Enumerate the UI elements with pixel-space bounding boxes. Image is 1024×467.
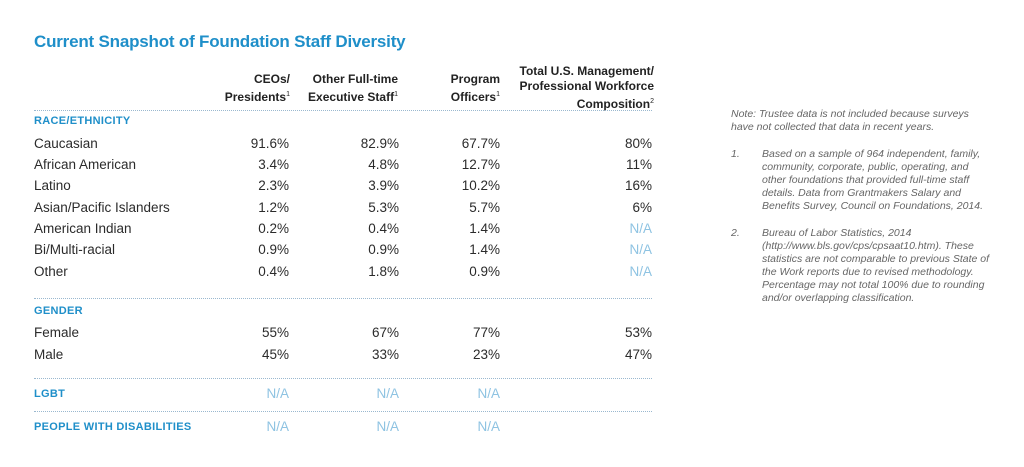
footnote-marker: 1	[496, 91, 500, 98]
cell-value: 5.7%	[469, 200, 500, 215]
cell-value: 67.7%	[461, 136, 500, 151]
cell-value: 91.6%	[250, 136, 289, 151]
footnote-text: Bureau of Labor Statistics, 2014 (http:/…	[762, 227, 990, 304]
cell-value: 0.9%	[469, 264, 500, 279]
cell-value-na: N/A	[266, 386, 289, 401]
row-label: African American	[34, 157, 137, 172]
table-row-disabilities: PEOPLE WITH DISABILITIES N/A N/A N/A	[34, 419, 652, 439]
cell-value-na: N/A	[376, 386, 399, 401]
table-row: African American 3.4% 4.8% 12.7% 11%	[34, 157, 652, 178]
section-heading-race: RACE/ETHNICITY	[34, 115, 131, 127]
footnote: 2. Bureau of Labor Statistics, 2014 (htt…	[731, 227, 993, 305]
column-header-line: Presidents	[224, 90, 287, 104]
column-header-line: Other Full-time	[312, 72, 398, 86]
cell-value-na: N/A	[477, 386, 500, 401]
cell-value-na: N/A	[629, 264, 652, 279]
notes-panel: Note: Trustee data is not included becau…	[731, 108, 993, 305]
table-row: Latino 2.3% 3.9% 10.2% 16%	[34, 178, 652, 199]
cell-value: 2.3%	[258, 178, 289, 193]
cell-value-na: N/A	[266, 419, 289, 434]
row-label: Bi/Multi-racial	[34, 242, 116, 257]
footnote-marker: 1	[394, 91, 398, 98]
column-header-line: CEOs/	[253, 72, 290, 86]
row-label: Male	[34, 347, 64, 362]
cell-value-na: N/A	[629, 242, 652, 257]
cell-value: 11%	[625, 157, 652, 172]
cell-value: 1.2%	[258, 200, 289, 215]
cell-value: 0.9%	[258, 242, 289, 257]
page-title: Current Snapshot of Foundation Staff Div…	[34, 32, 406, 51]
cell-value: 1.8%	[368, 264, 399, 279]
table-row: Asian/Pacific Islanders 1.2% 5.3% 5.7% 6…	[34, 200, 652, 221]
cell-value: 3.9%	[368, 178, 399, 193]
cell-value: 16%	[624, 178, 652, 193]
row-label: PEOPLE WITH DISABILITIES	[34, 421, 192, 433]
cell-value: 1.4%	[469, 242, 500, 257]
cell-value-na: N/A	[477, 419, 500, 434]
cell-value: 1.4%	[469, 221, 500, 236]
divider	[34, 298, 652, 299]
cell-value: 53%	[624, 325, 652, 340]
column-header-line: Composition	[576, 97, 651, 111]
cell-value: 6%	[632, 200, 652, 215]
cell-value: 82.9%	[360, 136, 399, 151]
divider	[34, 378, 652, 379]
divider	[34, 110, 652, 111]
cell-value: 55%	[261, 325, 289, 340]
cell-value: 0.4%	[368, 221, 399, 236]
table-row-lgbt: LGBT N/A N/A N/A	[34, 386, 652, 406]
cell-value: 77%	[472, 325, 500, 340]
cell-value: 4.8%	[368, 157, 399, 172]
cell-value: 67%	[371, 325, 399, 340]
table-row: Bi/Multi-racial 0.9% 0.9% 1.4% N/A	[34, 242, 652, 263]
cell-value: 47%	[624, 347, 652, 362]
row-label: Asian/Pacific Islanders	[34, 200, 170, 215]
column-header-workforce: Total U.S. Management/ Professional Work…	[482, 64, 654, 112]
cell-value: 3.4%	[258, 157, 289, 172]
table-row: American Indian 0.2% 0.4% 1.4% N/A	[34, 221, 652, 242]
column-header-line: Total U.S. Management/	[519, 64, 654, 78]
row-label: American Indian	[34, 221, 132, 236]
column-header-line: Professional Workforce	[519, 79, 654, 93]
cell-value: 33%	[371, 347, 399, 362]
table-row: Male 45% 33% 23% 47%	[34, 347, 652, 368]
cell-value-na: N/A	[376, 419, 399, 434]
row-label: Latino	[34, 178, 71, 193]
divider	[34, 411, 652, 412]
cell-value: 0.2%	[258, 221, 289, 236]
column-header-line: Officers	[450, 90, 497, 104]
table-row: Female 55% 67% 77% 53%	[34, 325, 652, 346]
table-row: Other 0.4% 1.8% 0.9% N/A	[34, 264, 652, 285]
cell-value: 45%	[261, 347, 289, 362]
row-label: Other	[34, 264, 68, 279]
cell-value: 10.2%	[461, 178, 500, 193]
table-row: Caucasian 91.6% 82.9% 67.7% 80%	[34, 136, 652, 157]
section-heading-gender: GENDER	[34, 305, 83, 317]
footnote: 1. Based on a sample of 964 independent,…	[731, 148, 993, 213]
column-header-executive-staff: Other Full-time Executive Staff1	[280, 72, 398, 105]
footnote-marker: 1	[286, 91, 290, 98]
column-header-line: Executive Staff	[308, 90, 395, 104]
footnote-text: Based on a sample of 964 independent, fa…	[762, 148, 984, 212]
row-label: Female	[34, 325, 80, 340]
cell-value: 23%	[472, 347, 500, 362]
cell-value: 80%	[624, 136, 652, 151]
column-header-line: Program	[450, 72, 500, 86]
cell-value: 5.3%	[368, 200, 399, 215]
footnote-number: 2.	[731, 227, 740, 239]
cell-value: 12.7%	[461, 157, 500, 172]
row-label: Caucasian	[34, 136, 98, 151]
note-intro: Note: Trustee data is not included becau…	[731, 108, 969, 133]
footnote-marker: 2	[650, 98, 654, 105]
cell-value: 0.9%	[368, 242, 399, 257]
cell-value: 0.4%	[258, 264, 289, 279]
footnote-number: 1.	[731, 148, 740, 160]
column-header-program-officers: Program Officers1	[410, 72, 500, 105]
column-header-ceos: CEOs/ Presidents1	[200, 72, 290, 105]
row-label: LGBT	[34, 388, 66, 400]
cell-value-na: N/A	[629, 221, 652, 236]
